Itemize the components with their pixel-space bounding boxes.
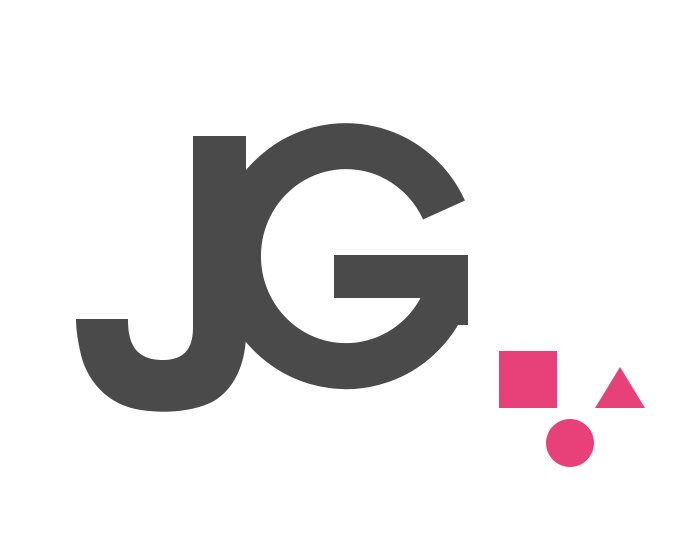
- triangle-icon: [595, 367, 645, 408]
- square-icon: [499, 351, 557, 408]
- letter-g-spur: [427, 255, 468, 325]
- circle-icon: [546, 419, 594, 467]
- letter-j: [76, 136, 246, 412]
- letter-g-arc: [215, 123, 467, 390]
